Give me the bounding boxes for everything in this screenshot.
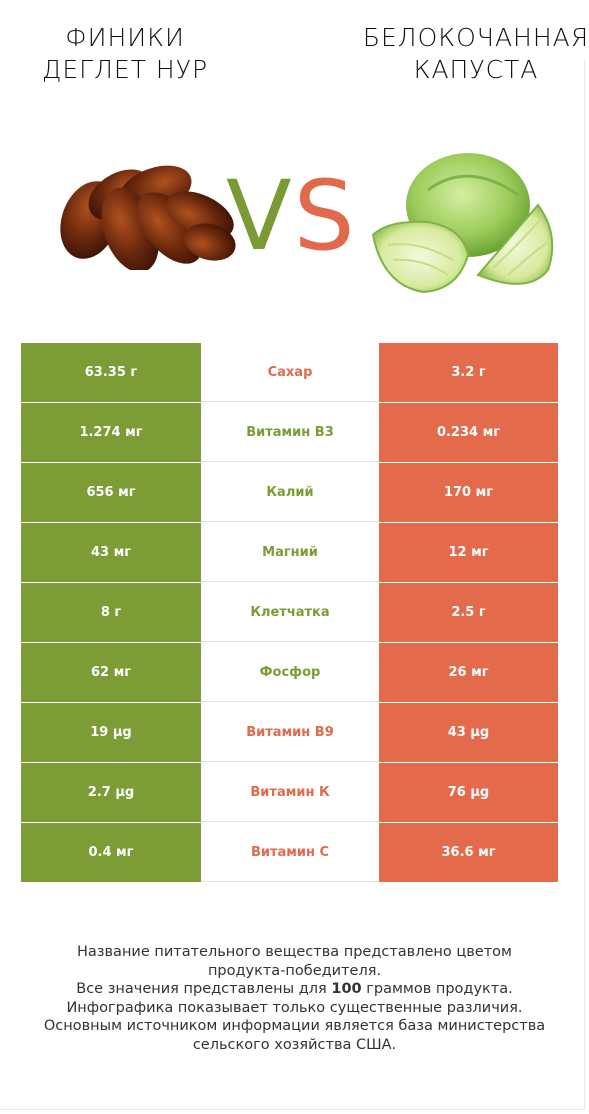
footer-line-3-pre: Все значения представлены для [76,981,332,997]
left-value: 63.35 г [21,343,201,402]
footer-notes: Название питательного вещества представл… [20,943,569,1054]
table-row: 0.4 мг Витамин C 36.6 мг [21,823,558,883]
right-food-title-line2: КАПУСТА [413,55,539,84]
right-value: 36.6 мг [379,823,558,882]
right-food-title: БЕЛОКОЧАННАЯ КАПУСТА [356,22,589,86]
table-row: 62 мг Фосфор 26 мг [21,643,558,703]
footer-line-6: сельского хозяйства США. [192,1036,397,1053]
footer-line-3: Все значения представлены для 100 граммо… [20,980,569,999]
nutrient-name: Витамин B9 [201,703,379,762]
table-row: 63.35 г Сахар 3.2 г [21,343,558,403]
vs-label: VS [226,168,357,264]
left-food-title: ФИНИКИ ДЕГЛЕТ НУР [30,22,220,86]
footer-line-3-post: граммов продукта. [361,981,513,997]
left-value: 8 г [21,583,201,642]
left-value: 62 мг [21,643,201,702]
table-row: 656 мг Калий 170 мг [21,463,558,523]
table-row: 19 µg Витамин B9 43 µg [21,703,558,763]
table-row: 2.7 µg Витамин К 76 µg [21,763,558,823]
right-food-title-line1: БЕЛОКОЧАННАЯ [362,23,589,52]
right-value: 12 мг [379,523,558,582]
vs-s: S [293,160,357,272]
footer-line-5: Основным источником информации является … [43,1018,546,1034]
left-value: 0.4 мг [21,823,201,882]
right-value: 3.2 г [379,343,558,402]
nutrient-name: Витамин C [201,823,379,882]
nutrient-name: Витамин К [201,763,379,822]
footer-line-2: продукта-победителя. [207,962,382,979]
frame-border-bottom [0,1109,585,1110]
right-value: 43 µg [379,703,558,762]
nutrient-name: Витамин B3 [201,403,379,462]
right-value: 2.5 г [379,583,558,642]
right-value: 26 мг [379,643,558,702]
table-row: 8 г Клетчатка 2.5 г [21,583,558,643]
right-value: 0.234 мг [379,403,558,462]
left-value: 2.7 µg [21,763,201,822]
nutrient-name: Сахар [201,343,379,402]
footer-line-1: Название питательного вещества представл… [77,944,512,960]
cabbage-image [371,153,554,294]
footer-line-4: Инфографика показывает только существенн… [66,999,523,1016]
dates-image [60,165,236,270]
left-value: 19 µg [21,703,201,762]
left-value: 656 мг [21,463,201,522]
table-row: 1.274 мг Витамин B3 0.234 мг [21,403,558,463]
left-food-title-line1: ФИНИКИ [65,23,185,52]
frame-border-right [584,60,585,1110]
table-row: 43 мг Магний 12 мг [21,523,558,583]
right-value: 76 µg [379,763,558,822]
footer-line-3-bold: 100 [331,981,362,997]
comparison-table: 63.35 г Сахар 3.2 г 1.274 мг Витамин B3 0.234… [21,343,558,883]
nutrient-name: Клетчатка [201,583,379,642]
right-value: 170 мг [379,463,558,522]
left-value: 43 мг [21,523,201,582]
left-food-title-line2: ДЕГЛЕТ НУР [41,55,209,84]
nutrient-name: Фосфор [201,643,379,702]
vs-v: V [226,160,294,272]
nutrient-name: Магний [201,523,379,582]
nutrient-name: Калий [201,463,379,522]
left-value: 1.274 мг [21,403,201,462]
